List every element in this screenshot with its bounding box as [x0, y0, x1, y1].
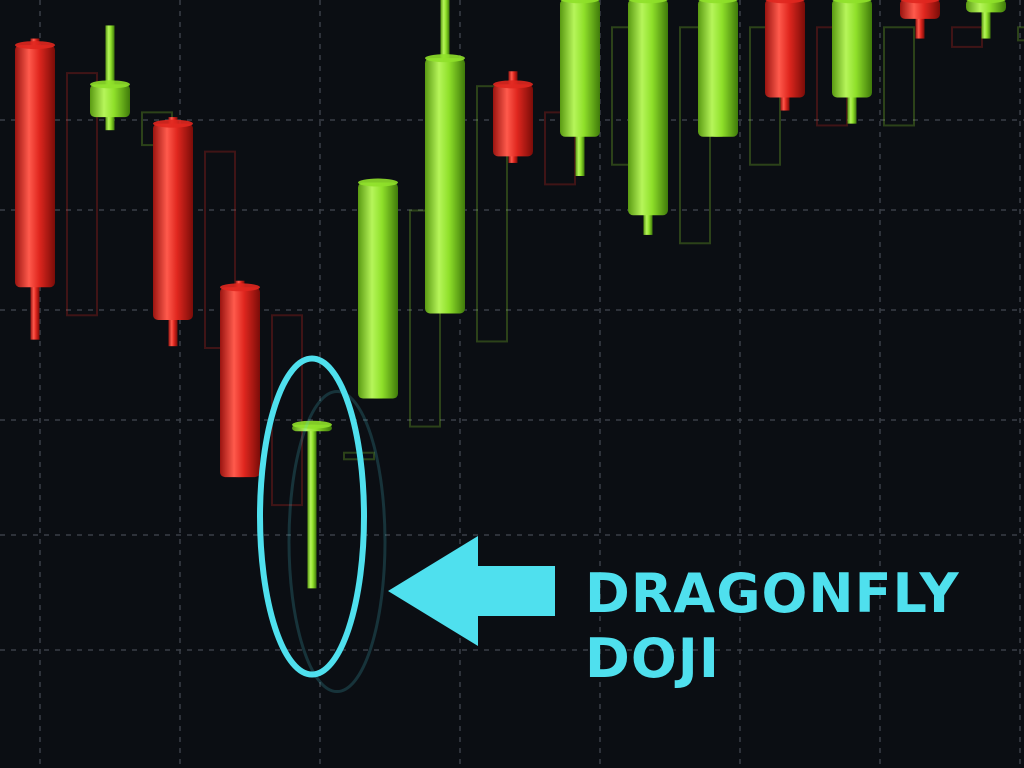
candle-wick-1 — [105, 25, 115, 131]
candle-cap-7 — [493, 80, 533, 89]
candle-cap-14 — [966, 0, 1006, 4]
candle-reflection-6 — [476, 85, 508, 343]
candle-5 — [358, 178, 398, 399]
candle-cap-3 — [220, 283, 260, 292]
candle-cap-2 — [153, 119, 193, 128]
candle-cap-13 — [900, 0, 940, 4]
candle-body-12 — [832, 0, 872, 98]
candle-10 — [698, 0, 738, 137]
candle-body-0 — [15, 45, 55, 288]
candle-wick-4 — [307, 424, 317, 589]
candle-body-14 — [966, 0, 1006, 13]
candle-cap-11 — [765, 0, 805, 4]
candle-reflection-0 — [66, 72, 98, 317]
candle-body-10 — [698, 0, 738, 137]
candle-cap-12 — [832, 0, 872, 4]
candle-1 — [90, 25, 130, 131]
highlight-ellipse-reflection — [287, 390, 387, 694]
candle-cap-8 — [560, 0, 600, 4]
candle-3 — [220, 280, 260, 478]
candle-2 — [153, 117, 193, 347]
candle-body-2 — [153, 123, 193, 321]
candle-body-5 — [358, 182, 398, 399]
candle-body-8 — [560, 0, 600, 137]
candle-cap-1 — [90, 80, 130, 89]
candle-cap-9 — [628, 0, 668, 4]
candle-reflection-14 — [1017, 26, 1024, 42]
highlight-ring — [257, 355, 387, 694]
candle-14 — [966, 0, 1006, 39]
candle-9 — [628, 0, 668, 235]
candle-cap-5 — [358, 178, 398, 187]
candle-cap-6 — [425, 54, 465, 63]
candle-body-7 — [493, 84, 533, 157]
candle-0 — [15, 38, 55, 340]
candles — [15, 0, 1006, 589]
highlight-ellipse — [257, 355, 367, 678]
arrow-icon — [388, 536, 555, 646]
annotation-line2: DOJI — [585, 627, 720, 690]
candle-body-6 — [425, 58, 465, 314]
candle-cap-10 — [698, 0, 738, 4]
candle-cap-0 — [15, 41, 55, 50]
annotation: DRAGONFLY DOJI — [388, 536, 960, 690]
candle-body-3 — [220, 287, 260, 478]
candle-body-11 — [765, 0, 805, 98]
candle-8 — [560, 0, 600, 177]
candle-12 — [832, 0, 872, 124]
candle-reflection-12 — [883, 26, 915, 127]
candle-11 — [765, 0, 805, 111]
candle-13 — [900, 0, 940, 39]
candle-wick-14 — [981, 0, 991, 39]
candle-wick-13 — [915, 0, 925, 39]
candle-cap-4 — [292, 420, 332, 429]
annotation-line1: DRAGONFLY — [585, 562, 960, 625]
candle-7 — [493, 71, 533, 163]
candle-4 — [292, 420, 332, 589]
candle-reflection-13 — [951, 26, 983, 48]
candle-body-13 — [900, 0, 940, 19]
candle-body-9 — [628, 0, 668, 216]
candle-6 — [425, 0, 465, 314]
candle-body-1 — [90, 84, 130, 118]
